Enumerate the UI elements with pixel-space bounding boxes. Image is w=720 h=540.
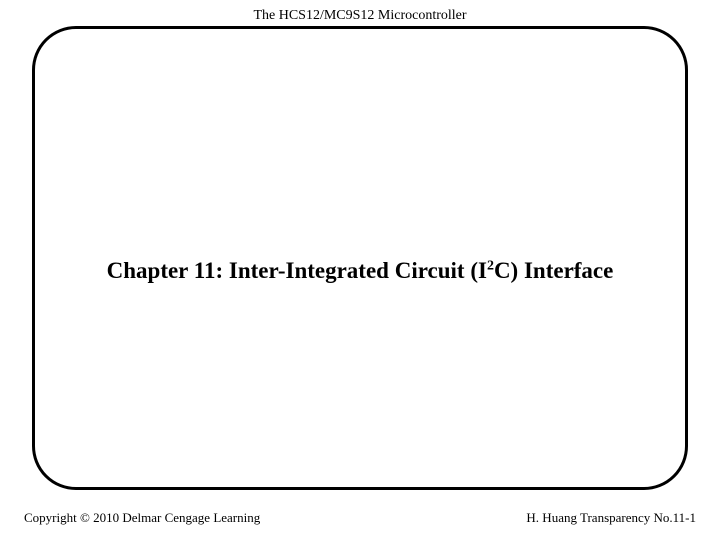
footer-page-number: H. Huang Transparency No.11-1 bbox=[526, 510, 696, 526]
footer-copyright: Copyright © 2010 Delmar Cengage Learning bbox=[24, 510, 260, 526]
title-suffix: C) Interface bbox=[494, 258, 613, 283]
chapter-title: Chapter 11: Inter-Integrated Circuit (I2… bbox=[0, 258, 720, 284]
title-prefix: Chapter 11: Inter-Integrated Circuit (I bbox=[107, 258, 487, 283]
title-superscript: 2 bbox=[487, 258, 494, 273]
slide-header: The HCS12/MC9S12 Microcontroller bbox=[0, 8, 720, 24]
